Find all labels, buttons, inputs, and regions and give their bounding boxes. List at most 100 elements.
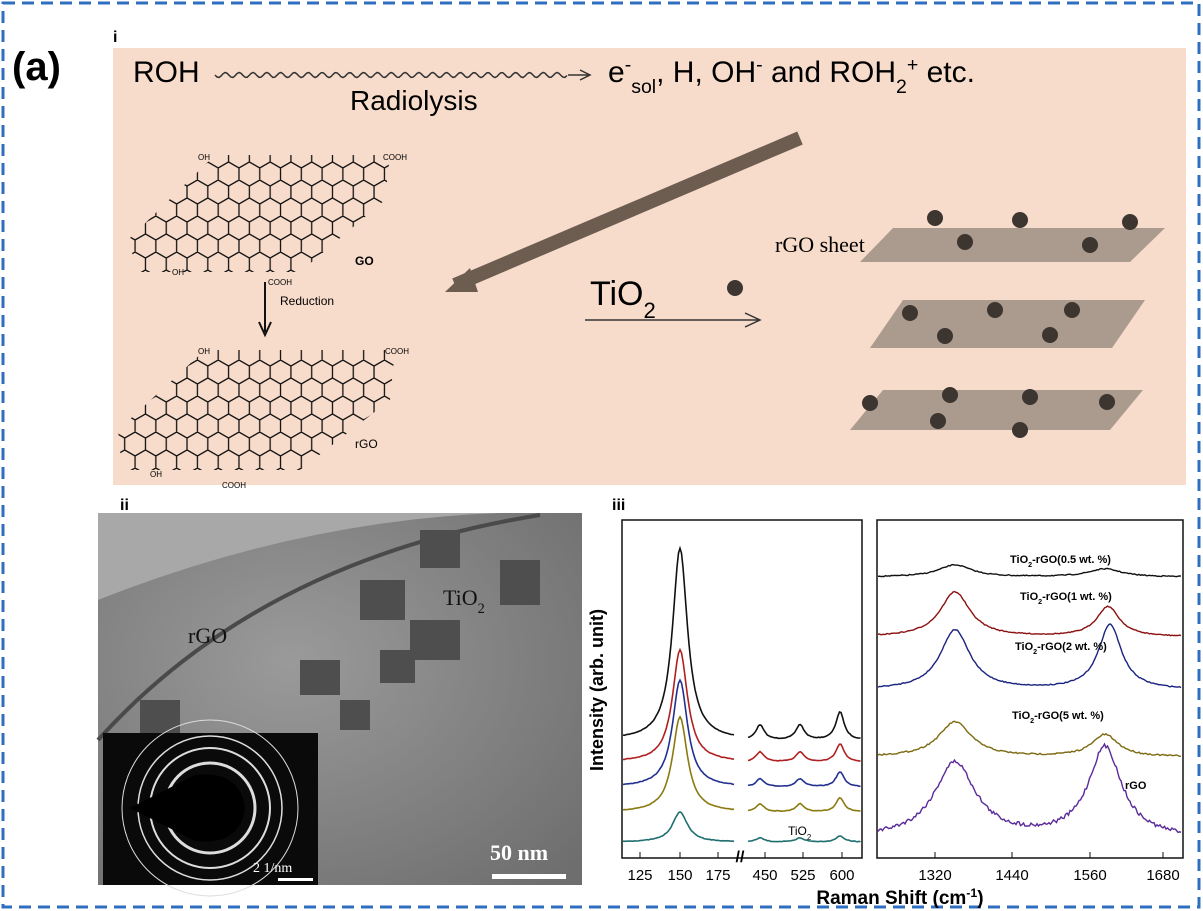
sheet-label: rGO sheet [775, 232, 865, 257]
tio2-particle [727, 280, 743, 296]
spectrum [623, 548, 734, 735]
spectrum [623, 650, 734, 760]
tio2-particle [957, 234, 973, 250]
x-tick-label: 1680 [1146, 867, 1179, 884]
x-tick-label: 1560 [1073, 867, 1106, 884]
text-part: 2 [896, 76, 907, 98]
sub-label: iii [612, 497, 625, 514]
group-label: COOH [383, 153, 407, 162]
figure: (a) i ROH Radiolysis e-sol, H, OH- and R… [0, 0, 1203, 911]
tio2-particle [1099, 394, 1115, 410]
text-part: + [907, 54, 918, 76]
particle [500, 560, 540, 605]
rgo-label: rGO [355, 437, 378, 451]
text-part: -1 [966, 886, 977, 900]
particle [300, 660, 340, 695]
tio2-particle [942, 387, 958, 403]
text-part: TiO [1012, 710, 1031, 722]
tio2-particle [902, 305, 918, 321]
text-part: TiO [590, 275, 644, 313]
text-part: TiO [1010, 554, 1029, 566]
text-part: -rGO(0.5 wt. %) [1032, 554, 1111, 566]
text-part: TiO [1020, 591, 1039, 603]
tio2-particle [862, 395, 878, 411]
group-label: OH [198, 347, 210, 356]
group-label: OH [198, 153, 210, 162]
text-part: -rGO(2 wt. %) [1037, 641, 1107, 653]
scale-label: 50 nm [490, 840, 548, 865]
series-label: TiO2-rGO(2 wt. %) [1015, 641, 1107, 656]
spectrum [748, 772, 861, 786]
group-label: COOH [222, 481, 246, 490]
group-label: COOH [385, 347, 409, 356]
sub-label: ii [120, 497, 129, 514]
tio2-particle [930, 413, 946, 429]
x-tick-label: 600 [829, 867, 854, 884]
particle [410, 620, 460, 660]
tio2-particle [1122, 214, 1138, 230]
text-part: TiO [443, 585, 478, 610]
x-tick-label: 450 [752, 867, 777, 884]
text-part: 2 [644, 298, 656, 323]
inset-bar [278, 878, 313, 881]
series-label: TiO2-rGO(5 wt. %) [1012, 710, 1104, 725]
x-tick-label: 125 [627, 867, 652, 884]
particle [140, 700, 180, 735]
text-part: ) [977, 888, 983, 909]
group-label: OH [150, 470, 162, 479]
panel-label: (a) [12, 45, 61, 89]
spectrum [748, 744, 861, 761]
group-label: COOH [268, 278, 292, 287]
x-tick-label: 525 [790, 867, 815, 884]
text-part: , H, OH [656, 56, 756, 89]
text-part: -rGO(1 wt. %) [1042, 591, 1112, 603]
text-part: sol [631, 76, 656, 98]
left-plot [622, 520, 862, 858]
text-part: - [625, 54, 632, 76]
scale-bar [492, 874, 566, 879]
tio2-particle [1082, 237, 1098, 253]
text-part: etc. [918, 56, 975, 89]
tio2-note: TiO2 [788, 824, 811, 842]
tio2-particle [927, 210, 943, 226]
rgo-sheet [850, 390, 1143, 430]
text-part: TiO [1015, 641, 1034, 653]
group-label: OH [172, 268, 184, 277]
reactant: ROH [133, 56, 200, 89]
spectrum [748, 798, 861, 811]
spectrum [623, 812, 734, 842]
particle [420, 530, 460, 568]
go-label: GO [355, 254, 374, 268]
text-part: e [608, 56, 625, 89]
x-tick-label: 1320 [918, 867, 951, 884]
particle [340, 700, 370, 730]
series-label: rGO [1125, 780, 1147, 792]
x-tick-label: 150 [667, 867, 692, 884]
x-label: Raman Shift (cm-1) [816, 886, 983, 909]
x-tick-label: 175 [705, 867, 730, 884]
tem-rgo: rGO [188, 623, 227, 648]
text-part: rGO [1125, 780, 1147, 792]
tio2-particle [1064, 302, 1080, 318]
spectrum [878, 721, 1181, 756]
text-part: 2 [478, 601, 485, 617]
y-label: Intensity (arb. unit) [587, 609, 607, 771]
series-label: TiO2-rGO(1 wt. %) [1020, 591, 1112, 606]
text-part: -rGO(5 wt. %) [1034, 710, 1104, 722]
tio2-particle [937, 328, 953, 344]
text-part: TiO [788, 824, 807, 838]
spectrum [748, 712, 861, 738]
tio2-particle [1012, 212, 1028, 228]
sub-label: i [113, 29, 117, 46]
x-tick-label: 1440 [995, 867, 1028, 884]
tio2-particle [1012, 422, 1028, 438]
axis-break: // [736, 849, 745, 866]
inset-scale: 2 1/nm [253, 861, 292, 876]
tio2-particle [1022, 389, 1038, 405]
particle [380, 650, 415, 683]
tio2-particle [1042, 327, 1058, 343]
reduction: Reduction [280, 294, 334, 308]
text-part: and ROH [763, 56, 896, 89]
tio2-particle [987, 302, 1003, 318]
process: Radiolysis [350, 85, 478, 116]
